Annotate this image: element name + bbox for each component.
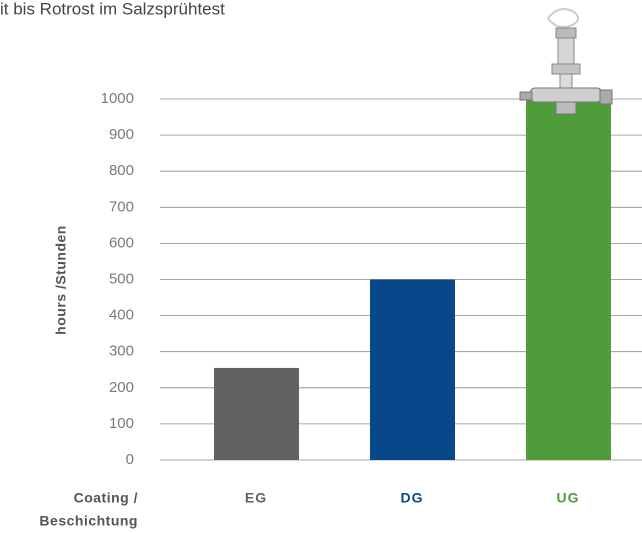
- y-axis-label: hours /Stunden: [53, 225, 69, 335]
- y-tick-label: 700: [109, 198, 134, 215]
- page: it bis Rotrost im Salzsprühtest hours /S…: [0, 0, 642, 533]
- y-tick-label: 600: [109, 234, 134, 251]
- bar: [370, 280, 455, 461]
- bar: [526, 99, 611, 460]
- chart: it bis Rotrost im Salzsprühtest hours /S…: [0, 0, 642, 533]
- y-tick-label: 1000: [101, 90, 134, 107]
- x-tick-label: DG: [401, 490, 424, 506]
- x-tick-label: EG: [245, 490, 267, 506]
- y-tick-label: 900: [109, 126, 134, 143]
- y-tick-label: 400: [109, 307, 134, 324]
- chart-title: it bis Rotrost im Salzsprühtest: [0, 0, 225, 18]
- bar: [214, 368, 299, 460]
- y-tick-label: 0: [126, 451, 134, 468]
- x-tick-label: UG: [557, 490, 580, 506]
- x-axis-label: Beschichtung: [39, 513, 138, 529]
- y-tick-label: 500: [109, 270, 134, 287]
- y-tick-label: 800: [109, 162, 134, 179]
- y-tick-label: 200: [109, 379, 134, 396]
- y-tick-label: 100: [109, 415, 134, 432]
- x-axis-label: Coating /: [74, 490, 138, 506]
- y-tick-label: 300: [109, 343, 134, 360]
